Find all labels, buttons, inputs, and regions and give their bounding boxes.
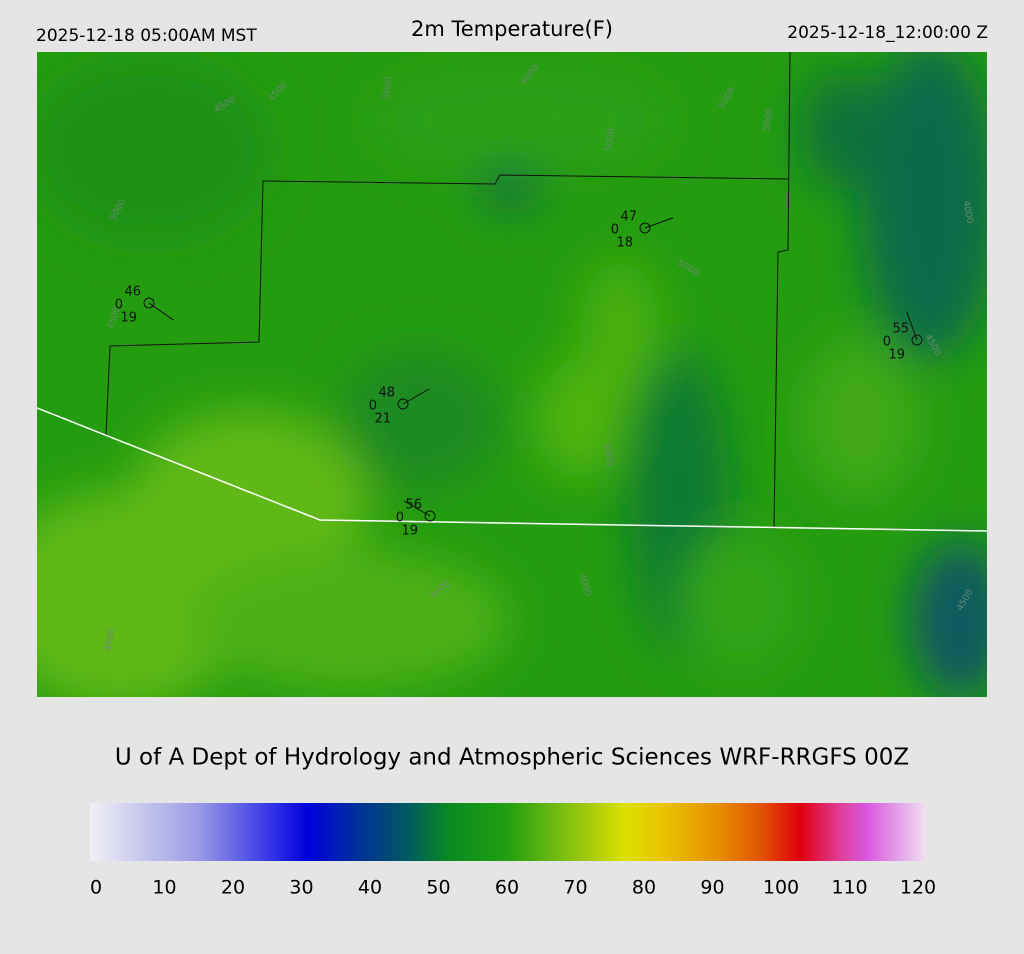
- map-title: 2m Temperature(F): [411, 17, 613, 41]
- station-circle: [397, 398, 409, 410]
- colorbar-tick-label: 10: [152, 877, 176, 899]
- station-dewpoint: 18: [616, 236, 633, 251]
- station-temperature: 55: [892, 322, 909, 337]
- valid-time: 2025-12-18_12:00:00 Z: [787, 23, 988, 43]
- colorbar-tick-label: 0: [90, 877, 102, 899]
- contour-label: 4000: [104, 628, 118, 653]
- boundary: [773, 52, 791, 530]
- contour-label: 5000: [762, 108, 776, 133]
- station-cloud: 0: [611, 223, 619, 238]
- station-circle: [639, 222, 651, 234]
- colorbar-tick-label: 110: [831, 877, 867, 899]
- contour-label: 4000: [961, 200, 975, 225]
- station-cloud: 0: [115, 298, 123, 313]
- colorbar-tick-label: 60: [495, 877, 519, 899]
- colorbar: [90, 803, 926, 861]
- station-dewpoint: 19: [120, 311, 137, 326]
- station-cloud: 0: [883, 335, 891, 350]
- station-circle: [143, 297, 155, 309]
- colorbar-tick-label: 120: [900, 877, 936, 899]
- station-circle: [911, 334, 923, 346]
- colorbar-tick-label: 50: [426, 877, 450, 899]
- boundary: [105, 180, 264, 436]
- local-time: 2025-12-18 05:00AM MST: [36, 26, 257, 46]
- temperature-field: [37, 52, 987, 697]
- station-cloud: 0: [396, 511, 404, 526]
- colorbar-tick-label: 100: [763, 877, 799, 899]
- station-temperature: 47: [620, 210, 637, 225]
- station-dewpoint: 19: [888, 348, 905, 363]
- station-circle: [424, 510, 436, 522]
- station-temperature: 48: [378, 386, 395, 401]
- colorbar-tick-label: 20: [221, 877, 245, 899]
- contour-label: 5000: [382, 76, 396, 101]
- colorbar-tick-label: 90: [700, 877, 724, 899]
- station-dewpoint: 21: [374, 412, 391, 427]
- border-line: [37, 407, 987, 532]
- contour-label: 5000: [604, 128, 618, 153]
- contour-label: 5000: [601, 443, 615, 468]
- station-temperature: 46: [124, 285, 141, 300]
- credit: U of A Dept of Hydrology and Atmospheric…: [115, 745, 909, 771]
- colorbar-tick-label: 40: [358, 877, 382, 899]
- station-cloud: 0: [369, 399, 377, 414]
- colorbar-tick-label: 80: [632, 877, 656, 899]
- colorbar-tick-label: 70: [563, 877, 587, 899]
- station-dewpoint: 19: [401, 524, 418, 539]
- station-temperature: 56: [405, 498, 422, 513]
- colorbar-tick-label: 30: [289, 877, 313, 899]
- boundary: [262, 174, 789, 185]
